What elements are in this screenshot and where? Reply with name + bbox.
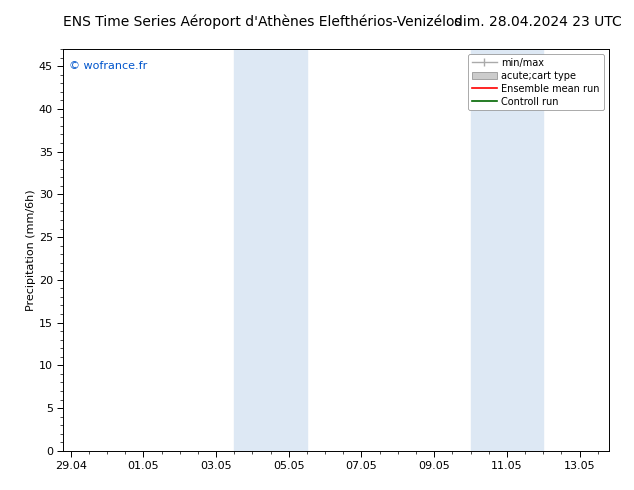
Bar xyxy=(507,49,543,451)
Text: ENS Time Series Aéroport d'Athènes Elefthérios-Venizélos: ENS Time Series Aéroport d'Athènes Eleft… xyxy=(63,15,462,29)
Text: © wofrance.fr: © wofrance.fr xyxy=(69,61,147,71)
Bar xyxy=(234,49,271,451)
Bar xyxy=(271,49,307,451)
Legend: min/max, acute;cart type, Ensemble mean run, Controll run: min/max, acute;cart type, Ensemble mean … xyxy=(469,54,604,110)
Text: dim. 28.04.2024 23 UTC: dim. 28.04.2024 23 UTC xyxy=(453,15,621,29)
Y-axis label: Precipitation (mm/6h): Precipitation (mm/6h) xyxy=(26,189,36,311)
Bar xyxy=(470,49,507,451)
